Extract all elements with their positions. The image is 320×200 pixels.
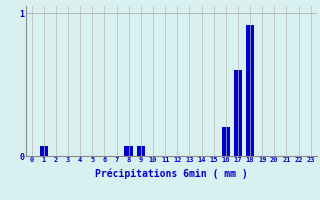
Bar [40,146,48,156]
X-axis label: Précipitations 6min ( mm ): Précipitations 6min ( mm ) [95,169,248,179]
Bar [124,146,133,156]
Bar [221,127,230,156]
Bar [234,70,242,156]
Bar [246,25,254,156]
Bar [137,146,145,156]
